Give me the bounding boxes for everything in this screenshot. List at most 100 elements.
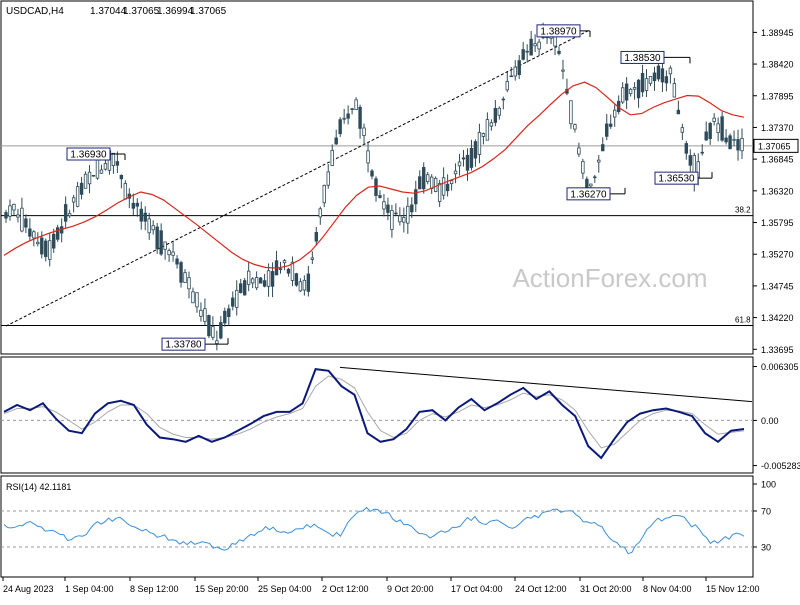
- candle: [48, 233, 52, 267]
- rsi-axis-label: 100: [761, 480, 776, 490]
- price-axis-label: 1.36845: [761, 155, 794, 165]
- current-price-label: 1.37065: [758, 141, 791, 151]
- candle: [716, 117, 720, 142]
- candle: [410, 197, 414, 218]
- candle-body: [286, 268, 291, 274]
- candle: [75, 181, 80, 208]
- candle: [628, 87, 633, 97]
- candle: [338, 117, 342, 137]
- candle: [445, 174, 450, 197]
- candle: [457, 153, 462, 176]
- candle: [728, 133, 732, 150]
- header-high: 1.37065: [123, 6, 160, 17]
- candle-body: [227, 308, 231, 317]
- macd-line: [3, 368, 745, 460]
- candle: [290, 256, 295, 287]
- candle: [529, 31, 533, 56]
- candle: [660, 63, 665, 93]
- candle-body: [219, 322, 223, 339]
- candle: [640, 64, 645, 97]
- candle-body: [366, 150, 370, 164]
- candle: [672, 77, 677, 98]
- candle: [258, 276, 263, 284]
- candle-body: [250, 278, 255, 284]
- candle-body: [67, 213, 72, 217]
- candle-body: [254, 277, 259, 289]
- candle-body: [684, 143, 689, 154]
- candle: [342, 108, 346, 124]
- candle: [16, 208, 20, 223]
- candle-body: [632, 87, 637, 90]
- candle-body: [151, 225, 155, 231]
- header-open: 1.37044: [90, 6, 127, 17]
- candle: [346, 105, 350, 125]
- candle-body: [83, 173, 88, 189]
- candle: [469, 139, 474, 171]
- candle: [593, 174, 597, 183]
- candle-body: [700, 151, 704, 154]
- candle: [131, 193, 136, 216]
- candle: [111, 152, 116, 174]
- price-panel-frame: [0, 0, 754, 355]
- swing-label-text: 1.36530: [658, 174, 695, 185]
- candle-body: [258, 277, 263, 284]
- candle-body: [231, 297, 235, 307]
- candle: [250, 277, 255, 289]
- current-price-box: [753, 138, 799, 153]
- candle: [127, 188, 132, 209]
- candle-body: [410, 204, 414, 213]
- candle-body: [91, 174, 96, 177]
- candle-body: [386, 204, 390, 213]
- price-axis-label: 1.34745: [761, 281, 794, 291]
- candle-body: [115, 161, 120, 166]
- candle-body: [453, 170, 458, 175]
- candle-body: [322, 184, 326, 204]
- candle-body: [79, 182, 84, 195]
- candle: [179, 260, 183, 288]
- candle-body: [620, 87, 625, 103]
- price-layer: 38.2 61.8 1.36930 1.33780 1.38970 1.36270 1.38…: [1, 22, 753, 351]
- candle: [505, 72, 509, 93]
- candle-body: [266, 270, 271, 287]
- candle: [298, 278, 303, 292]
- candle-body: [433, 177, 438, 192]
- candle: [254, 271, 259, 291]
- candle-body: [191, 291, 195, 304]
- candle-body: [119, 174, 124, 180]
- candle-body: [370, 170, 374, 177]
- header-low: 1.36994: [157, 6, 194, 17]
- swing-label-text: 1.38530: [624, 53, 661, 64]
- swing-label-text: 1.33780: [165, 340, 202, 351]
- candle-body: [203, 308, 207, 322]
- candle: [517, 55, 521, 80]
- candle: [513, 60, 517, 81]
- candle: [322, 184, 326, 208]
- candle-body: [12, 203, 16, 211]
- candle: [231, 291, 235, 311]
- candle-body: [728, 135, 732, 150]
- candle: [493, 100, 498, 127]
- candle: [370, 169, 374, 180]
- swing-label-box: [654, 171, 699, 185]
- candle: [207, 314, 211, 339]
- candle: [736, 129, 740, 161]
- candle-body: [167, 250, 171, 256]
- candle-body: [374, 178, 378, 196]
- candle-body: [704, 131, 708, 141]
- candle: [294, 272, 299, 287]
- candle: [171, 242, 175, 262]
- candle: [358, 104, 362, 139]
- candle-body: [736, 139, 740, 151]
- candle-body: [525, 50, 529, 53]
- time-axis-label: 25 Sep 04:00: [258, 584, 312, 594]
- candle: [167, 248, 171, 262]
- candle-body: [593, 176, 597, 179]
- candle: [525, 44, 529, 63]
- candle: [581, 158, 585, 180]
- candle-body: [334, 137, 338, 145]
- candle: [354, 97, 358, 111]
- candle: [44, 238, 48, 262]
- rsi-axis-label: 70: [761, 507, 771, 517]
- candle: [306, 265, 311, 297]
